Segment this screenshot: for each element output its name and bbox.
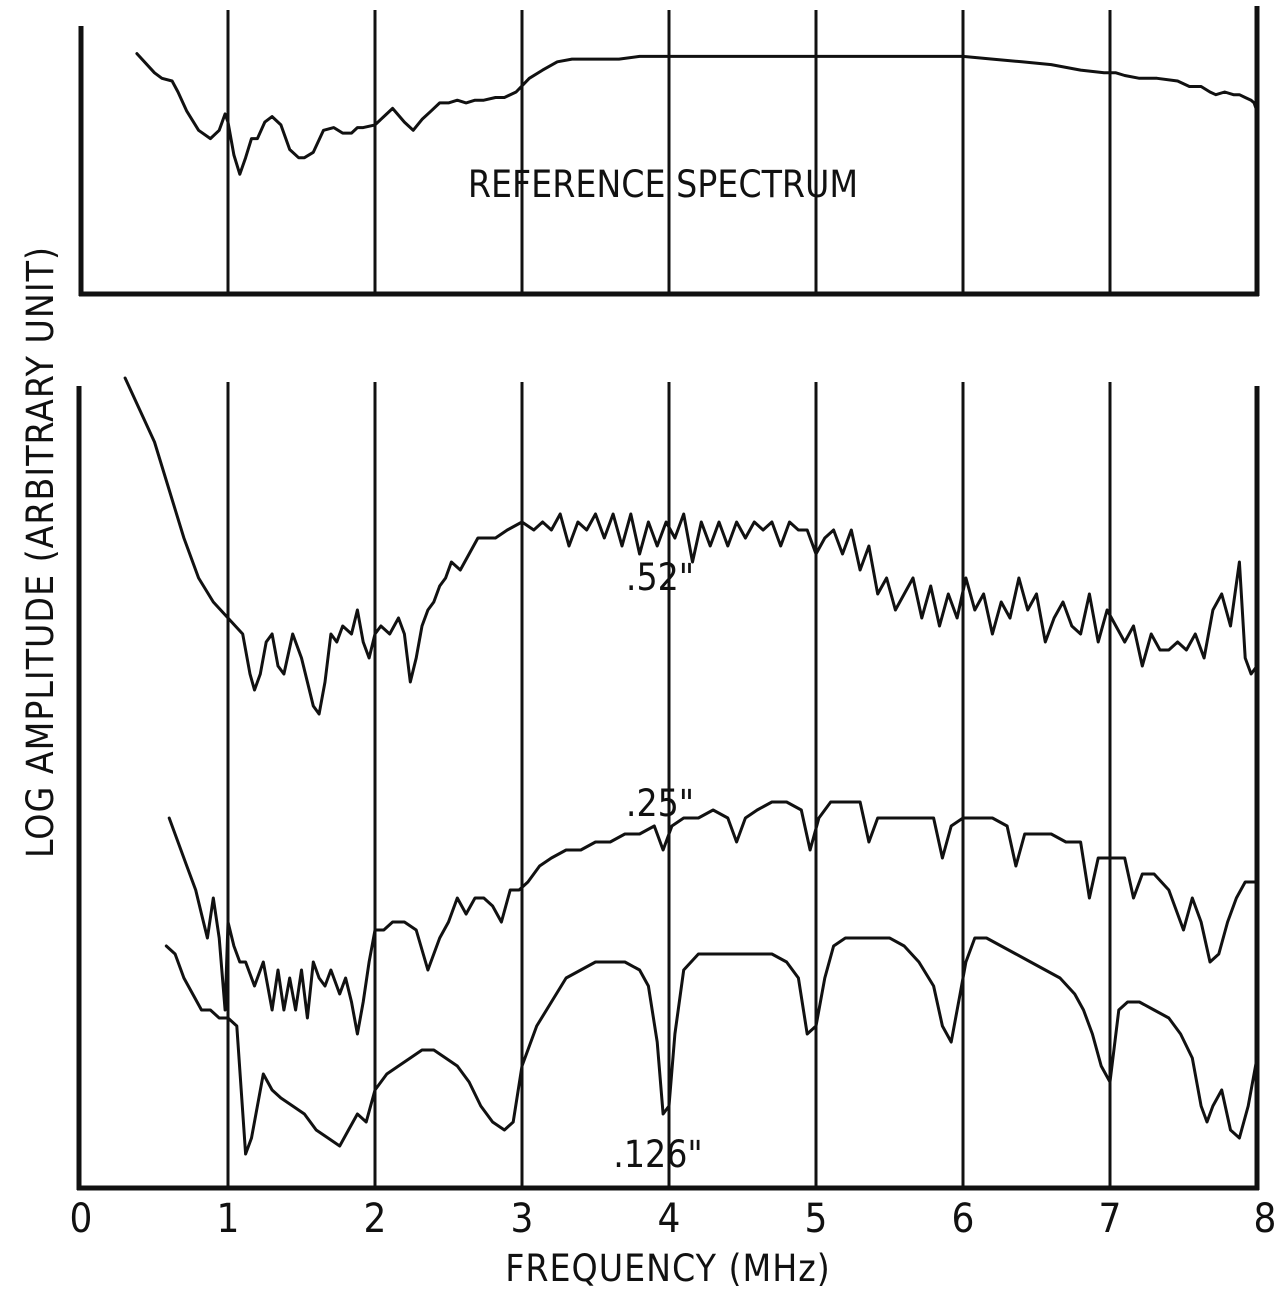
x-tick-label-0: 0	[70, 1196, 93, 1242]
x-tick-label-2: 2	[364, 1196, 387, 1242]
series-label-0126: .126"	[613, 1133, 702, 1176]
bottom-series-line-2	[164, 936, 1259, 1156]
top-panel-gridlines	[226, 10, 1112, 294]
x-tick-label-1: 1	[217, 1196, 240, 1242]
series-label-025: .25"	[626, 782, 694, 825]
x-tick-label-8: 8	[1254, 1196, 1277, 1242]
bottom-series-line-1	[167, 800, 1259, 1036]
series-label-052: .52"	[626, 556, 694, 599]
bottom-series-line-0	[123, 376, 1259, 716]
y-axis-title: LOG AMPLITUDE (ARBITRARY UNIT)	[19, 246, 62, 858]
top-series-line-0	[135, 52, 1259, 176]
bottom-panel-gridlines	[226, 382, 1112, 1188]
reference-spectrum-label: REFERENCE SPECTRUM	[468, 163, 858, 206]
top-panel-traces	[135, 52, 1259, 176]
x-tick-label-6: 6	[952, 1196, 975, 1242]
x-tick-label-7: 7	[1099, 1196, 1122, 1242]
bottom-panel-traces	[123, 376, 1259, 1156]
x-axis-title: FREQUENCY (MHz)	[505, 1247, 831, 1290]
x-tick-labels: 0 1 2 3 4 5 6 7 8	[70, 1196, 1277, 1242]
x-tick-label-3: 3	[511, 1196, 534, 1242]
x-tick-label-5: 5	[805, 1196, 828, 1242]
x-tick-label-4: 4	[658, 1196, 681, 1242]
